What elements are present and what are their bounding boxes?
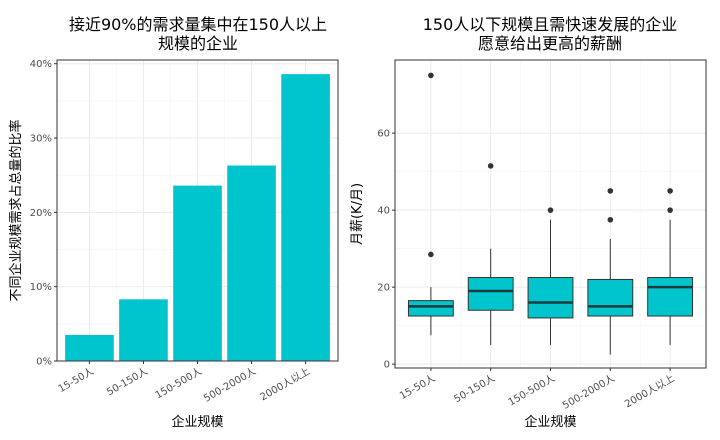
- chart1-y-tick-label: 40%: [30, 59, 52, 70]
- chart2-outlier-point: [487, 163, 494, 169]
- chart2-y-tick-label: 0: [384, 360, 390, 371]
- chart1-x-tick-label: 15-50人: [56, 365, 96, 395]
- chart2-outlier-point: [607, 188, 614, 194]
- chart2-y-tick-label: 20: [377, 283, 390, 294]
- chart2-x-tick-label: 150-500人: [506, 372, 557, 408]
- chart1-x-tick-label: 150-500人: [153, 365, 204, 401]
- chart1-y-axis-title: 不同企业规模需求占总量的比率: [8, 119, 24, 301]
- chart2-y-tick-label: 40: [377, 206, 390, 217]
- chart2-y-axis-title: 月薪(K/月): [350, 183, 365, 245]
- chart1-title-line: 规模的企业: [158, 34, 238, 53]
- chart2-box: [527, 277, 574, 319]
- chart1-y-tick-label: 30%: [30, 134, 52, 145]
- chart1-bar: [281, 74, 330, 362]
- chart2-outlier-point: [547, 207, 554, 213]
- chart1-bar: [173, 185, 222, 361]
- chart2-box: [587, 278, 634, 317]
- chart2-box: [407, 300, 454, 317]
- chart2-x-tick-label: 500-2000人: [560, 372, 616, 411]
- chart2-x-tick-label: 15-50人: [398, 372, 438, 402]
- chart1-x-tick-label: 50-150人: [105, 365, 150, 398]
- chart1-x-axis-title: 企业规模: [171, 414, 223, 430]
- chart1-y-tick-label: 10%: [30, 282, 52, 293]
- chart2-outlier-point: [667, 207, 673, 213]
- chart2-x-tick-label: 2000人以上: [623, 372, 677, 410]
- chart1-x-tick-label: 500-2000人: [202, 365, 258, 404]
- chart2-title-line: 愿意给出更高的薪酬: [478, 34, 622, 53]
- chart2-outlier-point: [667, 188, 673, 194]
- chart2-box: [647, 277, 694, 317]
- chart1-bar: [227, 165, 276, 361]
- chart1-title-line: 接近90%的需求量集中在150人以上: [69, 15, 327, 34]
- chart1-y-tick-label: 0%: [36, 357, 52, 368]
- chart2-box: [467, 277, 514, 311]
- chart1-bar: [119, 299, 168, 361]
- chart2-title-line: 150人以下规模且需快速发展的企业: [423, 15, 678, 34]
- chart2-y-tick-label: 60: [377, 129, 390, 140]
- chart2-outlier-point: [428, 72, 434, 79]
- chart2-x-axis-title: 企业规模: [524, 414, 576, 430]
- chart1-x-tick-label: 2000人以上: [258, 365, 312, 403]
- chart1-bar: [65, 334, 114, 361]
- chart2-outlier-point: [607, 216, 614, 223]
- chart2-outlier-point: [428, 251, 434, 258]
- chart1-y-tick-label: 20%: [30, 208, 52, 219]
- chart2-x-tick-label: 50-150人: [452, 372, 497, 405]
